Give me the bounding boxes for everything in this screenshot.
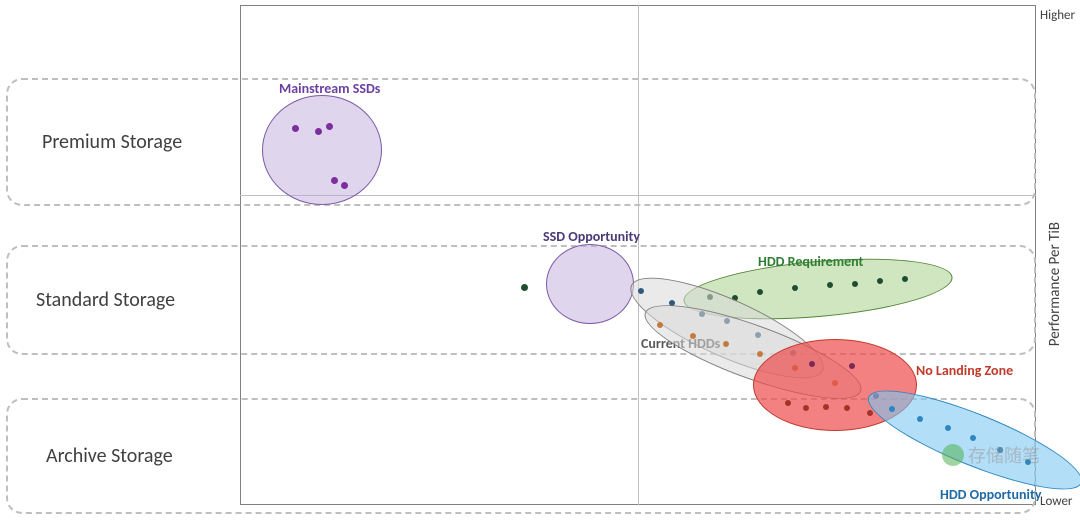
cluster-label-hdd-requirement: HDD Requirement bbox=[758, 253, 863, 270]
tier-label: Archive Storage bbox=[46, 444, 173, 468]
axis-y-label: Performance Per TiB bbox=[1046, 222, 1064, 346]
data-point bbox=[331, 177, 338, 184]
data-point bbox=[292, 125, 299, 132]
data-point bbox=[326, 123, 333, 130]
data-point bbox=[341, 182, 348, 189]
cluster-label-no-landing-zone: No Landing Zone bbox=[916, 362, 1013, 379]
axis-lower-label: Lower bbox=[1040, 494, 1072, 509]
tier-label: Standard Storage bbox=[36, 288, 175, 312]
axis-higher-label: Higher bbox=[1040, 8, 1075, 23]
cluster-ssd-opportunity bbox=[546, 244, 634, 324]
cluster-label-hdd-opportunity: HDD Opportunity bbox=[940, 486, 1041, 503]
tier-label: Premium Storage bbox=[42, 130, 182, 154]
data-point bbox=[315, 128, 322, 135]
cluster-label-mainstream-ssds: Mainstream SSDs bbox=[279, 80, 380, 97]
cluster-label-ssd-opportunity: SSD Opportunity bbox=[543, 228, 640, 245]
data-point bbox=[521, 284, 528, 291]
chart-stage: Premium Storage Standard Storage Archive S… bbox=[0, 0, 1080, 520]
cluster-mainstream-ssds bbox=[262, 95, 382, 205]
